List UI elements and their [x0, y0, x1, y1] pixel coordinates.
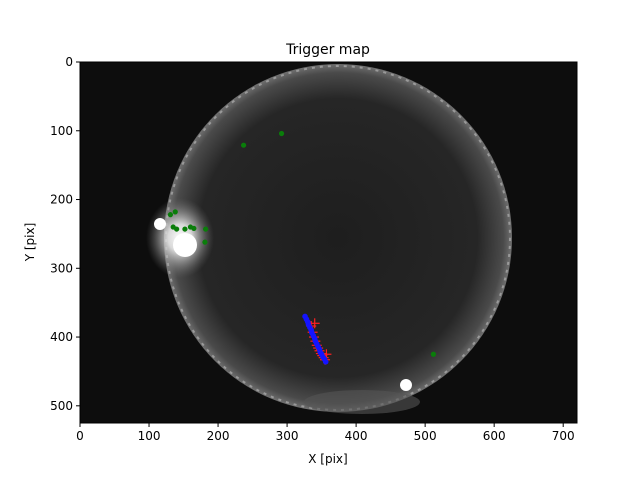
points-layer	[167, 130, 437, 365]
green-point	[174, 226, 180, 232]
y-tick-label: 100	[50, 124, 73, 138]
x-tick-label: 700	[552, 429, 575, 443]
green-point	[172, 209, 178, 215]
green-point	[240, 142, 247, 148]
y-tick-label: 500	[50, 399, 73, 413]
blue-point	[322, 359, 329, 365]
plot-frame	[79, 61, 578, 424]
y-tick-label: 300	[50, 261, 73, 275]
green-point	[182, 226, 188, 232]
green-point	[191, 225, 197, 232]
x-tick-label: 100	[138, 429, 161, 443]
green-point	[167, 212, 174, 218]
y-tick-label: 200	[50, 193, 73, 207]
x-tick-label: 600	[483, 429, 506, 443]
green-point	[202, 239, 208, 245]
y-axis-label: Y [pix]	[23, 223, 37, 263]
y-tick-label: 400	[50, 330, 73, 344]
y-axis-ticks: 0 100 200 300 400 500	[50, 55, 80, 413]
sky-dome	[164, 64, 512, 412]
x-tick-label: 400	[345, 429, 368, 443]
green-point	[278, 130, 285, 137]
x-tick-label: 500	[414, 429, 437, 443]
red-cross-point	[309, 318, 320, 329]
bright-spot	[400, 379, 412, 391]
green-point	[430, 351, 437, 357]
bright-spot	[154, 218, 166, 230]
chart-title: Trigger map	[285, 42, 370, 58]
x-axis-label: X [pix]	[308, 452, 347, 466]
bright-spot	[173, 233, 197, 257]
green-point	[203, 226, 209, 232]
y-tick-label: 0	[65, 55, 73, 69]
sky-image	[80, 62, 577, 423]
x-tick-label: 200	[207, 429, 230, 443]
x-tick-label: 300	[276, 429, 299, 443]
horizon-ring	[165, 65, 511, 411]
x-axis-ticks: 0 100 200 300 400 500 600 700	[76, 423, 575, 443]
city-glow	[304, 390, 420, 414]
x-tick-label: 0	[76, 429, 84, 443]
